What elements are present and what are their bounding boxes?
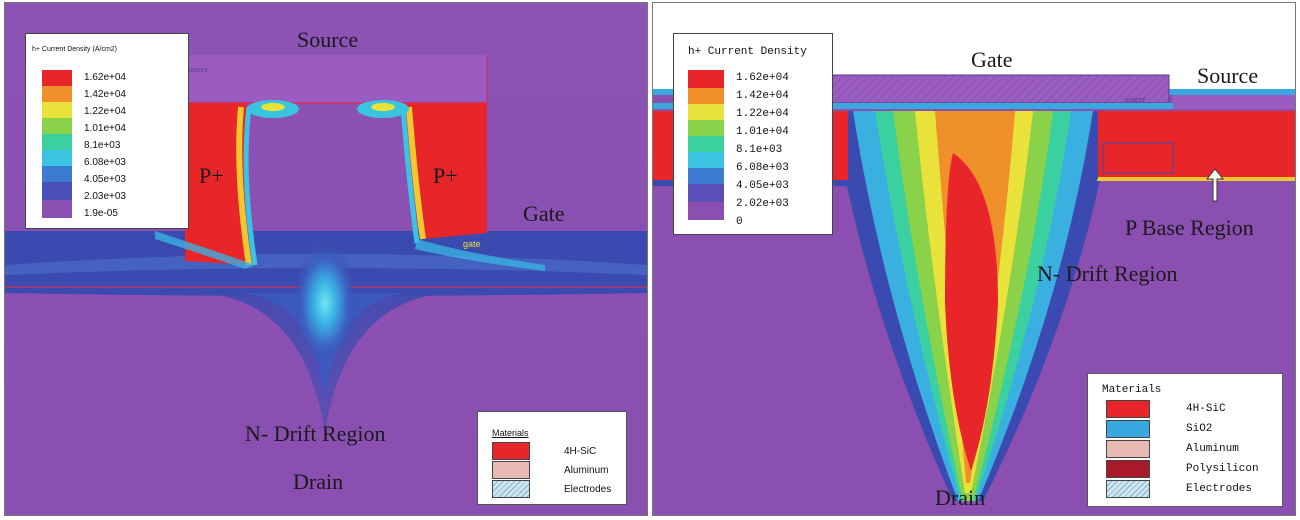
gate-label: Gate (523, 201, 565, 226)
right-simulation-panel: Gate Source source P Base Region N- Drif… (652, 2, 1296, 516)
drain-label: Drain (935, 485, 986, 510)
p-plus-left-label: P+ (199, 163, 224, 188)
swatch-polysilicon (1106, 460, 1150, 478)
legend-tick: 0 (736, 216, 743, 228)
source-small-label: source (187, 65, 208, 74)
materials-title: Materials (492, 428, 529, 438)
left-current-density-map (5, 3, 647, 515)
current-density-legend: h+ Current Density 1.62e+04 1.42e+04 1.2… (673, 33, 833, 235)
legend-colorbar (42, 70, 72, 218)
drift-region-label: N- Drift Region (245, 421, 386, 446)
material-polysilicon: Polysilicon (1186, 463, 1259, 475)
gate-hatch (829, 75, 1169, 103)
swatch-sio2 (1106, 420, 1150, 438)
materials-title: Materials (1102, 384, 1162, 396)
legend-tick: 6.08e+03 (736, 162, 789, 174)
up-arrow-icon (1205, 168, 1225, 202)
p-plus-right-region (407, 103, 487, 239)
legend-tick: 1.22e+04 (84, 106, 126, 117)
sio2-gate-oxide (653, 103, 1295, 109)
material-4h-sic: 4H-SiC (1186, 403, 1226, 415)
p-plus-right-edge-yellow (406, 106, 426, 240)
legend-tick: 8.1e+03 (736, 144, 783, 156)
material-electrodes: Electrodes (564, 484, 612, 495)
gate-label: Gate (971, 47, 1013, 72)
legend-title: h+ Current Density (A/cm2) (32, 46, 117, 53)
drain-label: Drain (293, 469, 344, 494)
left-corner-core (261, 103, 285, 111)
material-aluminum: Aluminum (564, 465, 609, 476)
gate-small-label: gate (463, 239, 481, 249)
swatch-aluminum (1106, 440, 1150, 458)
material-aluminum: Aluminum (1186, 443, 1239, 455)
legend-tick: 6.08e+03 (84, 157, 126, 168)
source-small-label: source (1125, 95, 1146, 104)
p-plus-left-edge-cyan (243, 106, 258, 266)
p-base-inner (1102, 142, 1174, 174)
central-current-spot (293, 241, 357, 365)
drift-region-label: N- Drift Region (1037, 261, 1178, 286)
legend-tick: 2.03e+03 (84, 191, 126, 202)
legend-tick: 1.62e+04 (736, 72, 789, 84)
swatch-aluminum (492, 461, 530, 479)
legend-title: h+ Current Density (688, 46, 807, 58)
legend-tick: 1.01e+04 (736, 126, 789, 138)
source-label: Source (1197, 63, 1259, 88)
p-plus-left-region (185, 103, 249, 265)
source-label: Source (297, 27, 359, 52)
legend-tick: 1.01e+04 (84, 123, 126, 134)
legend-colorbar (688, 70, 724, 220)
legend-tick: 1.42e+04 (84, 89, 126, 100)
right-corner-core (371, 103, 395, 111)
p-plus-right-edge-cyan (400, 106, 420, 244)
legend-tick: 8.1e+03 (84, 140, 121, 151)
source-metal-region (185, 55, 487, 103)
legend-tick: 1.42e+04 (736, 90, 789, 102)
material-sio2: SiO2 (1186, 423, 1213, 435)
source-contact-region (1173, 95, 1295, 109)
swatch-electrodes (492, 480, 530, 498)
current-density-legend: h+ Current Density (A/cm2) 1.62e+04 1.42… (25, 33, 189, 229)
material-electrodes: Electrodes (1186, 483, 1253, 495)
swatch-4h-sic (1106, 400, 1150, 418)
cone-red-core (945, 153, 998, 471)
materials-legend: Materials 4H-SiC SiO2 Aluminum Polysilic… (1087, 373, 1283, 507)
left-simulation-panel: Source source P+ P+ Gate gate N- Drift R… (4, 2, 648, 516)
legend-tick: 1.9e-05 (84, 208, 118, 219)
source-sio2 (1173, 89, 1295, 95)
swatch-electrodes (1106, 480, 1150, 498)
p-plus-left-edge-yellow (236, 106, 252, 266)
materials-legend: Materials 4H-SiC Aluminum Electrodes (477, 411, 627, 505)
legend-tick: 2.02e+03 (736, 198, 789, 210)
right-lower-spread (415, 239, 545, 271)
legend-tick: 4.05e+03 (736, 180, 789, 192)
legend-tick: 4.05e+03 (84, 174, 126, 185)
p-base-region-label: P Base Region (1125, 215, 1254, 240)
legend-tick: 1.22e+04 (736, 108, 789, 120)
swatch-4h-sic (492, 442, 530, 460)
p-plus-right-label: P+ (433, 163, 458, 188)
legend-tick: 1.62e+04 (84, 72, 126, 83)
material-4h-sic: 4H-SiC (564, 446, 597, 457)
left-lower-spread (155, 231, 255, 269)
